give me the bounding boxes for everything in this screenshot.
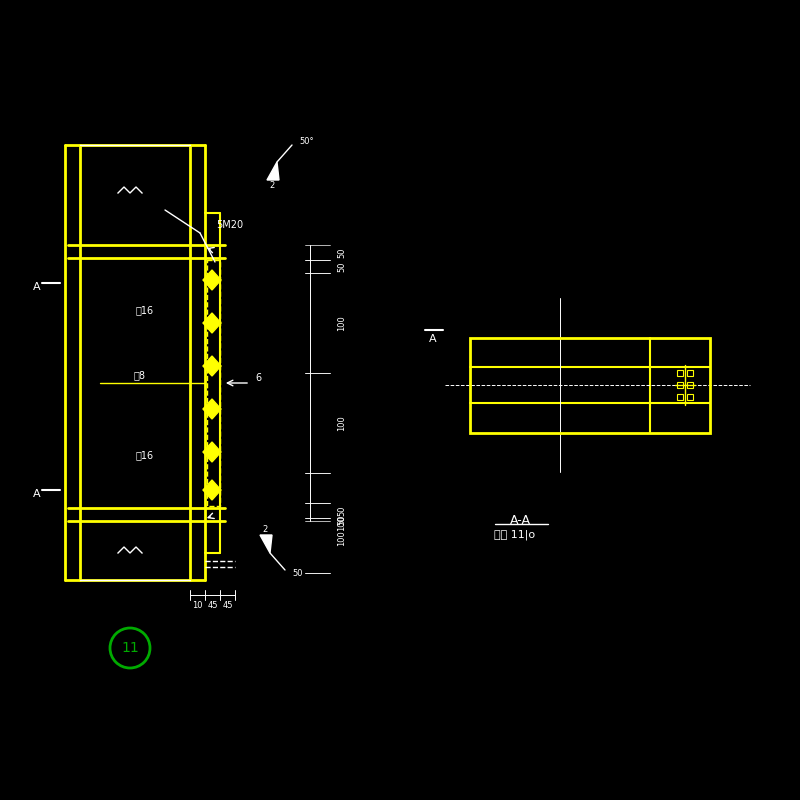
Polygon shape — [260, 535, 272, 553]
Text: 厚16: 厚16 — [136, 305, 154, 315]
Polygon shape — [203, 313, 221, 333]
Text: 100: 100 — [338, 530, 346, 546]
Polygon shape — [267, 162, 279, 180]
Text: 厚16: 厚16 — [136, 450, 154, 460]
Bar — [677, 382, 683, 388]
Text: 10: 10 — [192, 601, 202, 610]
Text: 50: 50 — [338, 514, 346, 525]
Polygon shape — [203, 442, 221, 462]
Text: A: A — [33, 282, 41, 292]
Text: 节点 11|o: 节点 11|o — [494, 530, 535, 540]
Text: 50: 50 — [292, 569, 302, 578]
Text: 45: 45 — [207, 601, 218, 610]
Polygon shape — [203, 480, 221, 500]
Bar — [470, 338, 710, 433]
Text: 6: 6 — [255, 373, 261, 383]
Text: 100: 100 — [338, 415, 346, 431]
Text: 45: 45 — [222, 601, 233, 610]
Text: A: A — [429, 334, 437, 344]
Text: 11: 11 — [121, 641, 139, 655]
Bar — [677, 370, 683, 376]
Text: 50: 50 — [338, 506, 346, 516]
Text: 100: 100 — [338, 515, 346, 531]
Text: 2: 2 — [270, 181, 274, 190]
Bar — [687, 394, 693, 400]
Polygon shape — [203, 270, 221, 290]
Bar — [677, 394, 683, 400]
Text: A-A: A-A — [510, 514, 530, 526]
Text: 2: 2 — [262, 526, 268, 534]
Bar — [687, 382, 693, 388]
Bar — [687, 370, 693, 376]
Text: 50°: 50° — [299, 138, 314, 146]
Text: 厚8: 厚8 — [134, 370, 146, 380]
Text: 50: 50 — [338, 247, 346, 258]
Text: 100: 100 — [338, 315, 346, 331]
Text: A: A — [33, 489, 41, 499]
Text: 5M20: 5M20 — [217, 220, 243, 230]
Polygon shape — [203, 399, 221, 419]
Polygon shape — [203, 356, 221, 376]
Text: 50: 50 — [338, 262, 346, 272]
Bar — [207, 260, 220, 506]
